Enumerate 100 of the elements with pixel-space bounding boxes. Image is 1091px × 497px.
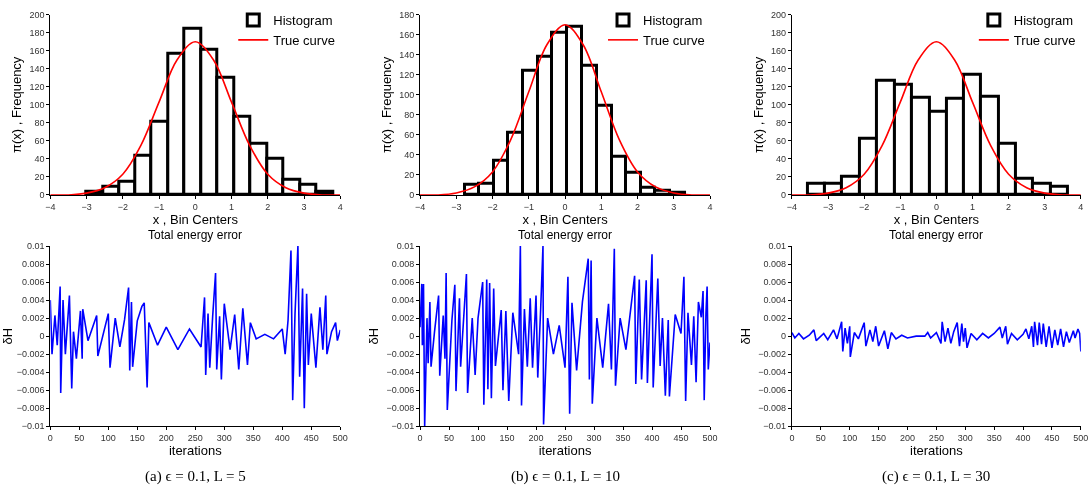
y-tick-label: −0.008 bbox=[16, 403, 45, 414]
x-tick-label: 350 bbox=[245, 433, 261, 444]
x-tick-label: 300 bbox=[957, 433, 973, 444]
y-tick-label: −0.002 bbox=[386, 349, 415, 360]
y-tick-label: 200 bbox=[771, 9, 787, 20]
x-tick-label: −1 bbox=[523, 201, 534, 212]
y-tick-label: 120 bbox=[771, 81, 787, 92]
y-axis-title: π(x) , Frequency bbox=[9, 56, 25, 154]
y-tick-label: 0.004 bbox=[21, 295, 45, 306]
y-tick-label: −0.01 bbox=[763, 421, 787, 432]
y-tick-label: 0 bbox=[409, 190, 415, 201]
y-tick-label: 0.004 bbox=[763, 295, 787, 306]
y-tick-label: −0.01 bbox=[391, 421, 415, 432]
y-tick-label: 20 bbox=[404, 170, 415, 181]
x-tick-label: 450 bbox=[1044, 433, 1060, 444]
x-tick-label: 150 bbox=[129, 433, 145, 444]
legend-label: True curve bbox=[273, 32, 335, 48]
x-tick-label: 0 bbox=[789, 433, 795, 444]
y-tick-label: 0.008 bbox=[763, 259, 787, 270]
y-tick-label: −0.01 bbox=[21, 421, 45, 432]
y-tick-label: −0.008 bbox=[758, 403, 787, 414]
y-tick-label: 60 bbox=[776, 136, 787, 147]
x-axis-title: x , Bin Centers bbox=[522, 211, 609, 227]
x-tick-label: 0 bbox=[933, 201, 939, 212]
x-tick-label: 0 bbox=[562, 201, 568, 212]
x-tick-label: 100 bbox=[470, 433, 486, 444]
x-tick-label: 450 bbox=[673, 433, 689, 444]
y-tick-label: 140 bbox=[399, 49, 415, 60]
y-tick-label: 100 bbox=[399, 89, 415, 100]
x-axis-title: x , Bin Centers bbox=[152, 211, 239, 227]
y-axis-title: π(x) , Frequency bbox=[751, 56, 767, 154]
y-tick-label: 0.006 bbox=[391, 277, 415, 288]
x-tick-label: 250 bbox=[557, 433, 573, 444]
x-tick-label: 100 bbox=[842, 433, 858, 444]
y-tick-label: 40 bbox=[776, 154, 787, 165]
y-tick-label: 160 bbox=[29, 45, 45, 56]
x-tick-label: 2 bbox=[635, 201, 641, 212]
y-tick-label: 20 bbox=[776, 172, 787, 183]
y-tick-label: 0.002 bbox=[21, 313, 45, 324]
x-tick-label: 300 bbox=[586, 433, 602, 444]
y-tick-label: 0.002 bbox=[391, 313, 415, 324]
legend-label: Histogram bbox=[643, 13, 703, 29]
y-tick-label: −0.006 bbox=[16, 385, 45, 396]
x-axis-title: iterations bbox=[910, 443, 964, 459]
y-tick-label: −0.008 bbox=[386, 403, 415, 414]
x-tick-label: 150 bbox=[499, 433, 515, 444]
x-tick-label: 400 bbox=[644, 433, 660, 444]
y-tick-label: 200 bbox=[29, 9, 45, 20]
legend-label: Histogram bbox=[273, 13, 333, 29]
x-tick-label: 150 bbox=[871, 433, 887, 444]
y-tick-label: 120 bbox=[399, 69, 415, 80]
legend-label: Histogram bbox=[1013, 13, 1074, 29]
y-tick-label: 140 bbox=[29, 63, 45, 74]
y-tick-label: 120 bbox=[29, 81, 45, 92]
y-tick-label: 40 bbox=[34, 154, 45, 165]
text: (a) ϵ = 0.1, L = 5 bbox=[145, 468, 246, 485]
x-axis-title: x , Bin Centers bbox=[893, 211, 980, 227]
x-tick-label: −1 bbox=[153, 201, 165, 212]
y-tick-label: 40 bbox=[404, 150, 415, 161]
x-tick-label: 400 bbox=[274, 433, 290, 444]
y-tick-label: −0.006 bbox=[758, 385, 787, 396]
x-axis-title: iterations bbox=[168, 443, 223, 459]
y-tick-label: 0 bbox=[781, 331, 787, 342]
y-tick-label: −0.004 bbox=[16, 367, 45, 378]
y-tick-label: 0.008 bbox=[391, 259, 415, 270]
x-tick-label: 200 bbox=[528, 433, 544, 444]
x-tick-label: 500 bbox=[702, 433, 718, 444]
y-tick-label: 140 bbox=[771, 63, 787, 74]
x-tick-label: 50 bbox=[815, 433, 826, 444]
y-tick-label: −0.004 bbox=[386, 367, 415, 378]
x-tick-label: 50 bbox=[444, 433, 455, 444]
x-tick-label: 0 bbox=[417, 433, 423, 444]
x-tick-label: −2 bbox=[487, 201, 498, 212]
y-tick-label: 80 bbox=[776, 118, 787, 128]
y-tick-label: 0.01 bbox=[396, 241, 415, 252]
x-tick-label: −4 bbox=[45, 201, 56, 212]
x-tick-label: −3 bbox=[81, 201, 92, 212]
y-tick-label: 160 bbox=[399, 29, 415, 40]
y-tick-label: 0.006 bbox=[21, 277, 45, 288]
y-tick-label: 60 bbox=[34, 136, 45, 147]
y-tick-label: 60 bbox=[404, 130, 415, 141]
x-tick-label: 350 bbox=[615, 433, 631, 444]
y-axis-title: δH bbox=[738, 327, 754, 345]
y-tick-label: 0.006 bbox=[763, 277, 787, 288]
x-tick-label: 3 bbox=[671, 201, 677, 212]
x-tick-label: 3 bbox=[1042, 201, 1048, 212]
y-axis-title: δH bbox=[366, 327, 382, 345]
x-tick-label: 400 bbox=[1015, 433, 1031, 444]
y-tick-label: 0 bbox=[39, 190, 45, 201]
x-tick-label: 4 bbox=[337, 201, 343, 212]
y-tick-label: 80 bbox=[404, 110, 415, 120]
x-tick-label: 4 bbox=[1078, 201, 1084, 212]
y-tick-label: 0.004 bbox=[391, 295, 415, 306]
x-tick-label: −3 bbox=[822, 201, 834, 212]
y-tick-label: 20 bbox=[34, 172, 45, 183]
x-tick-label: 1 bbox=[970, 201, 976, 212]
chart-title: Total energy error bbox=[148, 228, 243, 242]
x-tick-label: 4 bbox=[707, 201, 713, 212]
x-tick-label: 450 bbox=[303, 433, 319, 444]
chart-title: Total energy error bbox=[518, 228, 613, 242]
